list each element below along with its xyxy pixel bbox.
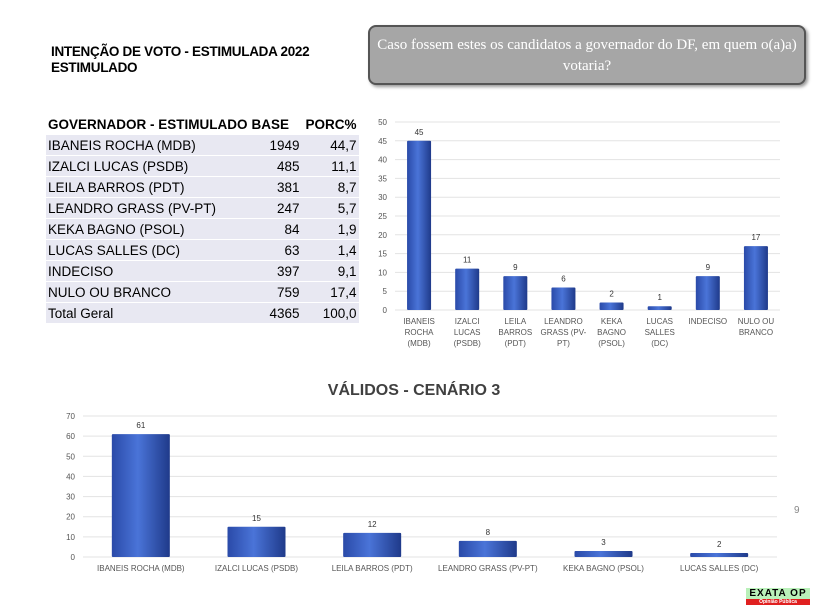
cell-base: 381 [249, 177, 304, 197]
x-tick-label: IZALCI [455, 317, 480, 326]
y-tick-label: 25 [378, 212, 387, 221]
cell-base: 1949 [249, 135, 304, 155]
y-tick-label: 35 [378, 174, 387, 183]
logo-bottom: Opinião Pública [746, 599, 810, 605]
x-tick-label: LEILA [504, 317, 526, 326]
cell-base: 759 [249, 282, 304, 302]
cell-porc: 1,4 [303, 240, 359, 260]
bar [599, 302, 624, 310]
cell-base: 397 [249, 261, 304, 281]
table-row: IBANEIS ROCHA (MDB) 1949 44,7 [46, 135, 359, 155]
results-table: GOVERNADOR - ESTIMULADO BASE PORC% IBANE… [46, 113, 359, 324]
table-row: IZALCI LUCAS (PSDB) 485 11,1 [46, 156, 359, 176]
cell-candidate: KEKA BAGNO (PSOL) [46, 219, 250, 239]
table-row: INDECISO 397 9,1 [46, 261, 359, 281]
cell-candidate: IBANEIS ROCHA (MDB) [46, 135, 250, 155]
x-tick-label: (DC) [651, 339, 668, 348]
y-tick-label: 40 [378, 156, 387, 165]
table-row: KEKA BAGNO (PSOL) 84 1,9 [46, 219, 359, 239]
bar [407, 140, 432, 310]
data-label: 11 [463, 256, 472, 265]
data-label: 45 [415, 128, 424, 137]
data-label: 17 [751, 233, 760, 242]
cell-base: 84 [249, 219, 304, 239]
page-number: 9 [794, 505, 800, 516]
x-tick-label: LUCAS [454, 328, 481, 337]
x-tick-label: NULO OU [738, 317, 775, 326]
table-row: LEILA BARROS (PDT) 381 8,7 [46, 177, 359, 197]
y-tick-label: 15 [378, 250, 387, 259]
exata-logo: EXATA OP Opinião Pública [746, 588, 810, 607]
cell-porc: 5,7 [303, 198, 359, 218]
y-tick-label: 30 [378, 193, 387, 202]
data-label: 1 [657, 293, 662, 302]
y-tick-label: 20 [378, 231, 387, 240]
cell-porc: 9,1 [303, 261, 359, 281]
title-line-2: ESTIMULADO [51, 60, 138, 75]
logo-top: EXATA OP [746, 588, 810, 599]
y-tick-label: 10 [378, 268, 387, 277]
header-candidate: GOVERNADOR - ESTIMULADO [46, 114, 250, 134]
x-tick-label: IBANEIS [403, 317, 435, 326]
x-tick-label: BRANCO [739, 328, 773, 337]
cell-candidate: LEILA BARROS (PDT) [46, 177, 250, 197]
x-tick-label: (PSDB) [454, 339, 481, 348]
cell-porc: 44,7 [303, 135, 359, 155]
x-tick-label: INDECISO [688, 317, 727, 326]
cell-candidate: LEANDRO GRASS (PV-PT) [46, 198, 250, 218]
x-tick-label: LEANDRO [544, 317, 583, 326]
x-tick-label: KEKA [601, 317, 623, 326]
x-tick-label: (PSOL) [598, 339, 625, 348]
cell-candidate: NULO OU BRANCO [46, 282, 250, 302]
question-box: Caso fossem estes os candidatos a govern… [368, 25, 806, 85]
bar [695, 276, 720, 310]
x-tick-label: (PDT) [505, 339, 527, 348]
cell-candidate: Total Geral [46, 303, 250, 323]
table-row: Total Geral 4365 100,0 [46, 303, 359, 323]
x-tick-label: LUCAS [646, 317, 673, 326]
cell-porc: 8,7 [303, 177, 359, 197]
y-tick-label: 0 [383, 306, 388, 315]
cell-candidate: LUCAS SALLES (DC) [46, 240, 250, 260]
table-row: LEANDRO GRASS (PV-PT) 247 5,7 [46, 198, 359, 218]
cell-base: 63 [249, 240, 304, 260]
chart2-title: VÁLIDOS - CENÁRIO 3 [327, 382, 501, 399]
bar [455, 268, 480, 310]
x-tick-label: BARROS [498, 328, 532, 337]
bar [743, 246, 768, 310]
x-tick-label: ROCHA [405, 328, 435, 337]
cell-porc: 100,0 [303, 303, 359, 323]
cell-base: 247 [249, 198, 304, 218]
header-base: BASE [249, 114, 304, 134]
cell-base: 4365 [249, 303, 304, 323]
page-title: INTENÇÃO DE VOTO - ESTIMULADA 2022 ESTIM… [51, 44, 310, 76]
bar [647, 306, 672, 310]
data-label: 6 [561, 274, 566, 283]
cell-porc: 17,4 [303, 282, 359, 302]
header-porc: PORC% [303, 114, 359, 134]
bar [503, 276, 528, 310]
y-tick-label: 50 [378, 118, 387, 127]
y-tick-label: 45 [378, 137, 387, 146]
table-row: LUCAS SALLES (DC) 63 1,4 [46, 240, 359, 260]
data-label: 2 [609, 289, 614, 298]
y-tick-label: 5 [383, 287, 388, 296]
x-tick-label: BAGNO [597, 328, 626, 337]
x-tick-label: PT) [557, 339, 570, 348]
data-label: 9 [513, 263, 518, 272]
cell-candidate: IZALCI LUCAS (PSDB) [46, 156, 250, 176]
table-row: NULO OU BRANCO 759 17,4 [46, 282, 359, 302]
cell-porc: 1,9 [303, 219, 359, 239]
cell-candidate: INDECISO [46, 261, 250, 281]
x-tick-label: SALLES [645, 328, 675, 337]
x-tick-label: GRASS (PV- [541, 328, 587, 337]
data-label: 9 [706, 263, 711, 272]
cell-base: 485 [249, 156, 304, 176]
cell-porc: 11,1 [303, 156, 359, 176]
title-line-1: INTENÇÃO DE VOTO - ESTIMULADA 2022 [51, 44, 310, 59]
table-header: GOVERNADOR - ESTIMULADO BASE PORC% [46, 114, 359, 134]
bar [551, 287, 576, 310]
x-tick-label: (MDB) [408, 339, 431, 348]
